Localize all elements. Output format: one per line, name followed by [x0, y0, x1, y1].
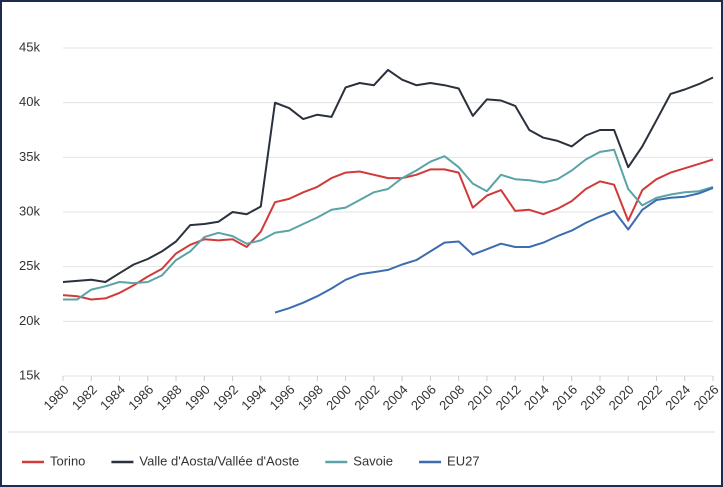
series-line: [62, 68, 714, 283]
y-tick-label: 20k: [19, 313, 40, 328]
legend-label: Torino: [50, 453, 85, 468]
series-line: [274, 186, 714, 314]
y-tick-label: 45k: [19, 39, 40, 54]
y-tick-label: 15k: [19, 367, 40, 382]
legend-label: Savoie: [353, 453, 393, 468]
series-line: [63, 148, 714, 301]
series-line: [62, 158, 714, 301]
y-tick-label: 40k: [19, 94, 40, 109]
y-tick-label: 30k: [19, 203, 40, 218]
legend-label: EU27: [447, 453, 480, 468]
legend-label: Valle d'Aosta/Vallée d'Aoste: [139, 453, 299, 468]
y-tick-label: 35k: [19, 149, 40, 164]
y-tick-label: 25k: [19, 258, 40, 273]
